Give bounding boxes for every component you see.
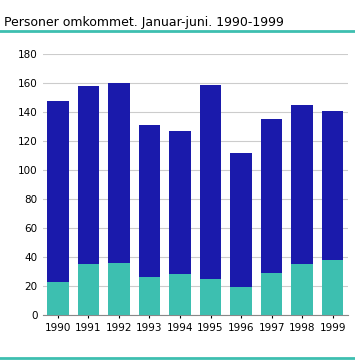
Bar: [261, 273, 282, 315]
Bar: [200, 85, 221, 279]
Bar: [291, 105, 313, 264]
Bar: [169, 131, 191, 274]
Bar: [108, 263, 130, 315]
Bar: [78, 86, 99, 264]
Text: Personer omkommet. Januar-juni. 1990-1999: Personer omkommet. Januar-juni. 1990-199…: [4, 16, 283, 29]
Bar: [139, 277, 160, 315]
Bar: [169, 274, 191, 315]
Bar: [200, 279, 221, 315]
Bar: [291, 264, 313, 315]
Bar: [78, 264, 99, 315]
Bar: [322, 260, 343, 315]
Bar: [108, 83, 130, 263]
Bar: [139, 125, 160, 277]
Bar: [230, 153, 252, 287]
Bar: [230, 287, 252, 315]
Bar: [261, 119, 282, 273]
Bar: [322, 111, 343, 260]
Bar: [47, 282, 69, 315]
Bar: [47, 101, 69, 282]
